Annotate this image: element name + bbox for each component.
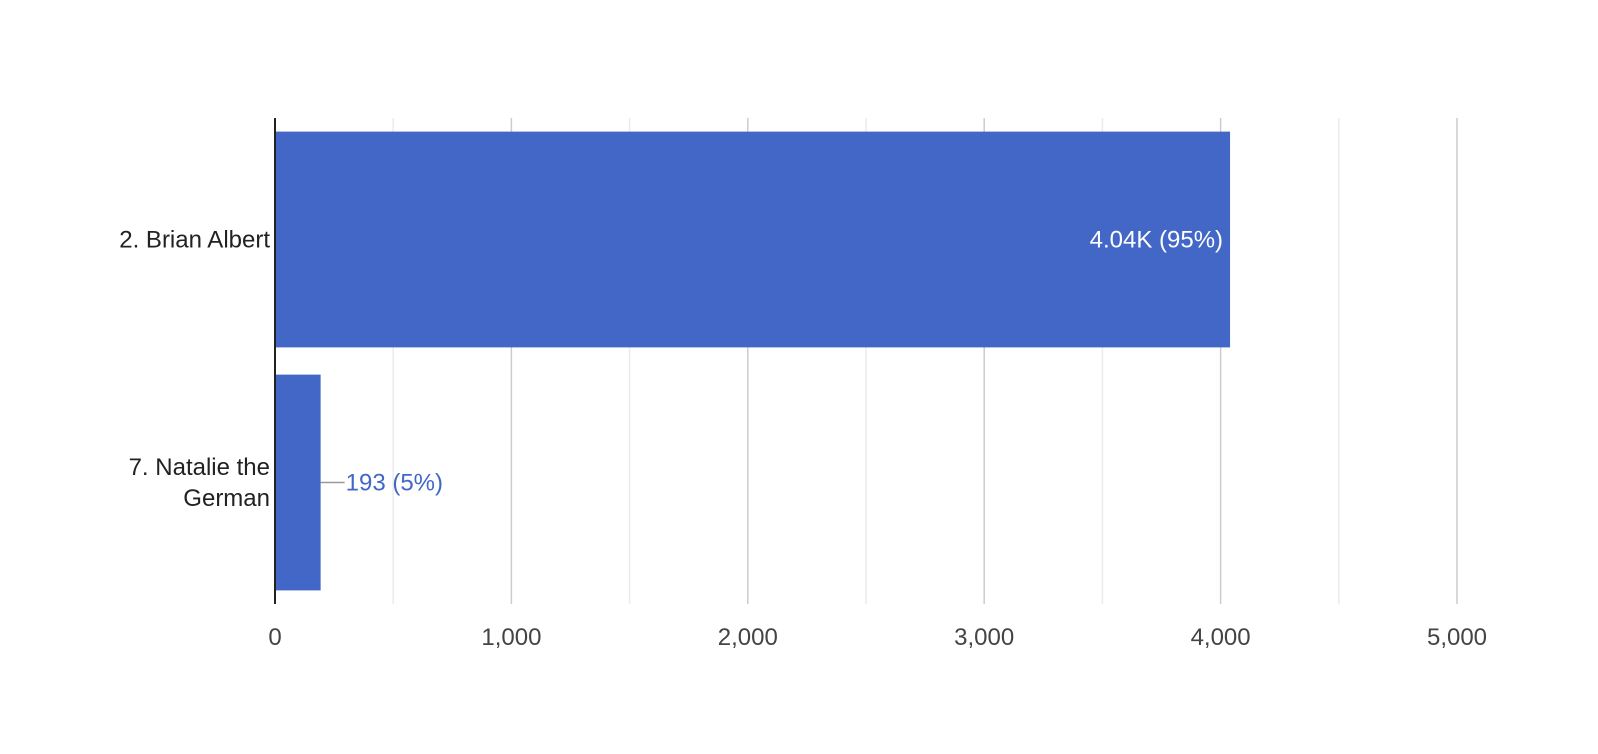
x-tick-label: 1,000: [481, 624, 541, 651]
bar: [275, 374, 321, 591]
category-label: 7. Natalie the German: [129, 454, 270, 512]
bars: [275, 131, 1231, 591]
x-tick-label: 2,000: [718, 624, 778, 651]
x-tick-label: 5,000: [1427, 624, 1487, 651]
category-label-line: 7. Natalie the: [129, 454, 270, 481]
x-tick-label: 0: [268, 624, 281, 651]
bar: [275, 131, 1231, 348]
data-label: 193 (5%): [346, 470, 443, 497]
category-label-line: 2. Brian Albert: [119, 227, 270, 254]
x-tick-label: 3,000: [954, 624, 1014, 651]
category-label-line: German: [183, 485, 270, 512]
labels: 0 1,000 2,000 3,000 4,000 5,000 2. Brian Alber…: [119, 227, 1487, 652]
data-label: 4.04K (95%): [1090, 227, 1223, 254]
x-tick-label: 4,000: [1191, 624, 1251, 651]
category-label: 2. Brian Albert: [119, 227, 270, 254]
